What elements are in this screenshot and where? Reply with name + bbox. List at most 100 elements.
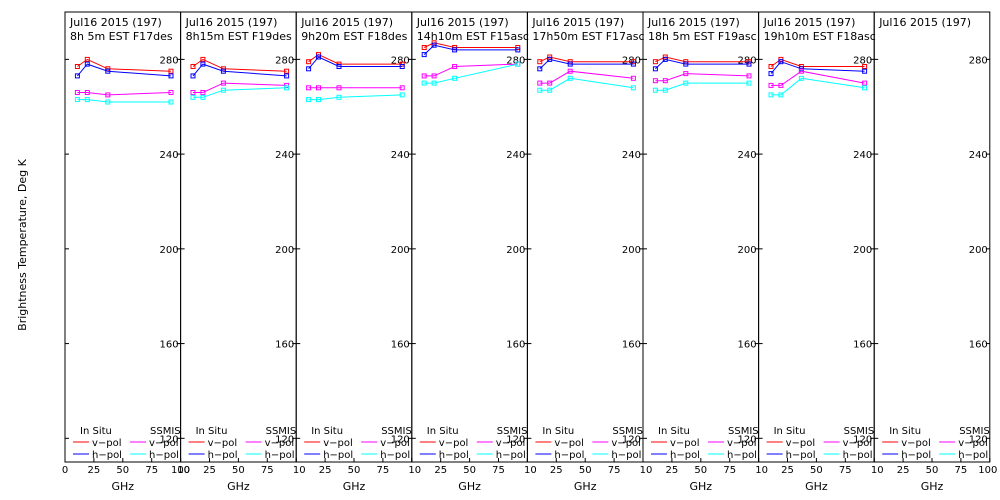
panel-5: Jul16 2015 (197)17h50m EST F17asc 120 160 2… — [524, 11, 645, 493]
data-point-insitu-h — [431, 42, 437, 48]
data-point-ssmis-h — [220, 87, 226, 93]
data-point-ssmis-v — [190, 90, 196, 95]
legend-ssmis-h-pol: h−pol — [265, 450, 295, 461]
y-tick-label: 160 — [853, 340, 872, 351]
legend-in-situ-label: In Situ — [542, 426, 574, 437]
legend-ssmis-label: SSMIS — [266, 426, 297, 437]
data-point-insitu-h — [190, 73, 196, 79]
legend-insitu-v-pol: v−pol — [323, 438, 353, 449]
legend-ssmis-v-pol: v−pol — [843, 438, 873, 449]
x-tick-label: 50 — [463, 465, 476, 476]
x-tick-label: 25 — [550, 465, 563, 476]
series-line-ssmis-h — [193, 87, 287, 98]
y-axis-label: Brightness Temperature, Deg K — [16, 158, 29, 330]
legend-insitu-h-pol: h−pol — [208, 450, 238, 461]
y-tick-label: 200 — [160, 245, 179, 256]
legend-ssmis-h-pol: h−pol — [611, 450, 641, 461]
data-point-insitu-h — [316, 54, 321, 60]
data-point-insitu-h — [547, 56, 553, 62]
x-tick-label: 25 — [666, 465, 679, 476]
panel-3: Jul16 2015 (197)9h20m EST F18des 120 160 20… — [293, 11, 413, 493]
data-point-ssmis-v — [768, 82, 774, 88]
data-point-ssmis-h — [421, 80, 427, 86]
data-point-ssmis-h — [336, 94, 342, 100]
x-tick-label: 10 — [640, 465, 653, 476]
data-point-ssmis-h — [547, 87, 553, 93]
data-point-ssmis-v — [421, 73, 427, 79]
data-point-insitu-h — [662, 56, 668, 62]
legend-ssmis-v-pol: v−pol — [149, 438, 179, 449]
data-point-ssmis-h — [452, 75, 458, 81]
data-point-ssmis-h — [515, 61, 521, 67]
series-line-insitu-v — [192, 58, 287, 72]
panels: Jul16 2015 (197)8h 5m EST F17des12016020… — [62, 11, 997, 493]
legend-insitu-v-pol: v−pol — [670, 438, 700, 449]
data-point-ssmis-v — [306, 85, 312, 91]
y-tick-label: 160 — [622, 340, 641, 351]
y-tick-label: 160 — [506, 340, 525, 351]
x-tick-label: 10 — [408, 465, 421, 476]
panel-title-time: 18h 5m EST F19asc — [648, 30, 757, 43]
data-point-ssmis-h — [74, 97, 80, 103]
data-point-ssmis-v — [168, 90, 174, 95]
legend-ssmis-h-pol: h−pol — [496, 450, 526, 461]
panel-2: Jul16 2015 (197)8h15m EST F19des 120 160 20… — [177, 11, 297, 493]
y-tick-label: 200 — [622, 245, 641, 256]
data-point-ssmis-v — [200, 90, 206, 95]
series-line-insitu-v — [770, 58, 865, 67]
legend-ssmis-v-pol: v−pol — [727, 438, 757, 449]
data-point-ssmis-v — [316, 85, 321, 91]
x-tick-label: 100 — [978, 465, 997, 476]
y-tick-label: 240 — [853, 150, 872, 161]
panel-title-time: 19h10m EST F18asc — [764, 30, 876, 43]
legend-insitu-v-pol: v−pol — [439, 438, 469, 449]
data-point-ssmis-h — [862, 85, 868, 91]
y-tick-label: 240 — [738, 150, 757, 161]
x-tick-label: 75 — [261, 465, 274, 476]
x-tick-label: 25 — [319, 465, 332, 476]
data-point-ssmis-h — [284, 85, 290, 91]
data-point-insitu-h — [399, 64, 405, 69]
y-tick-label: 120 — [391, 434, 410, 445]
y-tick-label: 280 — [506, 55, 525, 66]
legend-ssmis-h-pol: h−pol — [380, 450, 410, 461]
x-tick-label: 25 — [434, 465, 447, 476]
x-axis-label: GHz — [690, 480, 713, 493]
x-tick-label: 50 — [232, 465, 245, 476]
legend-in-situ-label: In Situ — [774, 426, 806, 437]
y-tick-label: 160 — [160, 340, 179, 351]
data-point-ssmis-v — [862, 80, 868, 86]
panel-title-date: Jul16 2015 (197) — [185, 16, 278, 29]
panel-title-time: 8h15m EST F19des — [186, 30, 292, 43]
data-point-insitu-h — [421, 52, 427, 58]
data-point-insitu-v — [862, 64, 868, 69]
data-point-ssmis-v — [798, 68, 804, 74]
series-line-insitu-v — [77, 58, 172, 72]
legend-insitu-v-pol: v−pol — [554, 438, 584, 449]
data-point-insitu-v — [190, 64, 196, 69]
series-line-ssmis-h — [424, 63, 518, 84]
y-tick-label: 240 — [275, 150, 294, 161]
x-tick-label: 75 — [955, 465, 968, 476]
legend-ssmis-label: SSMIS — [728, 426, 759, 437]
y-tick-label: 120 — [969, 434, 988, 445]
series-line-insitu-h — [423, 44, 518, 55]
y-tick-label: 120 — [622, 434, 641, 445]
x-tick-label: 50 — [694, 465, 707, 476]
data-point-insitu-v — [306, 59, 312, 65]
y-tick-label: 240 — [622, 150, 641, 161]
y-tick-label: 280 — [160, 55, 179, 66]
data-point-insitu-h — [746, 61, 752, 67]
legend-insitu-h-pol: h−pol — [670, 450, 700, 461]
panel-title-date: Jul16 2015 (197) — [416, 16, 509, 29]
y-tick-label: 120 — [853, 434, 872, 445]
legend-ssmis-h-pol: h−pol — [958, 450, 988, 461]
data-point-ssmis-v — [778, 82, 784, 88]
data-point-insitu-h — [862, 68, 868, 74]
panel-1: Jul16 2015 (197)8h 5m EST F17des 120 160 20… — [62, 11, 190, 493]
y-tick-label: 200 — [853, 245, 872, 256]
legend-ssmis-label: SSMIS — [497, 426, 528, 437]
x-tick-label: 75 — [839, 465, 852, 476]
data-point-insitu-h — [220, 68, 226, 74]
data-point-insitu-h — [778, 59, 784, 65]
